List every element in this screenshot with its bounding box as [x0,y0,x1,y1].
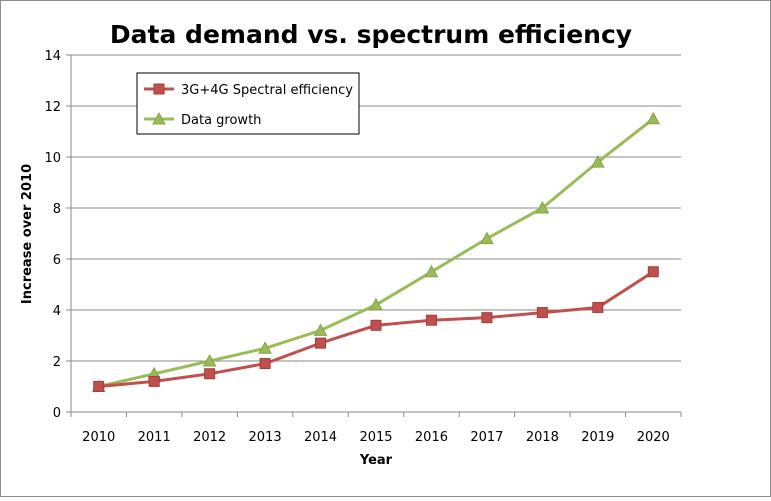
data-point-triangle [646,111,661,125]
data-point-triangle [480,231,494,245]
series-group [91,111,661,392]
y-tick-label: 4 [53,304,61,319]
x-tick-label: 2020 [637,430,670,445]
data-point-square [370,319,382,331]
x-tick-label: 2010 [82,430,115,445]
x-tick-label: 2016 [415,430,448,445]
y-tick-label: 6 [53,253,61,268]
y-tick-label: 2 [53,355,61,370]
data-point-square [315,337,327,349]
y-axis-label: Increase over 2010 [20,164,35,304]
y-tick-label: 12 [44,100,61,115]
y-tick-labels: 0 2 4 6 8 10 12 14 [44,49,61,421]
x-tick-label: 2014 [304,430,337,445]
y-tick-label: 10 [44,151,61,166]
data-point-square [148,375,160,387]
legend-box [136,72,360,135]
y-tick-label: 14 [44,49,61,64]
x-axis-label: Year [359,453,393,468]
data-point-square [93,381,105,392]
x-tick-label: 2011 [138,430,171,445]
x-tick-label: 2019 [581,430,614,445]
y-tick-label: 8 [53,202,61,217]
series-line [98,117,655,388]
legend-label: 3G+4G Spectral efficiency [181,83,353,98]
data-point-square [259,358,271,370]
legend-marker-square [153,83,165,95]
data-point-square [425,314,437,326]
x-tick-label: 2013 [249,430,282,445]
x-tick-label: 2012 [193,430,226,445]
data-point-triangle [313,323,328,336]
data-point-triangle [590,155,605,168]
legend-marker-triangle [152,111,166,125]
data-point-square [536,307,548,319]
x-tick-labels: 2010 2011 2012 2013 2014 2015 2016 2017 2018 2019… [82,430,670,445]
axes [66,54,682,417]
x-tick-label: 2017 [470,430,503,445]
legend-label: Data growth [181,113,261,128]
x-tick-label: 2018 [526,430,559,445]
chart-title: Data demand vs. spectrum efficiency [110,20,632,49]
data-point-square [481,312,493,324]
legend: 3G+4G Spectral efficiency Data growth [136,72,360,135]
y-tick-label: 0 [53,406,61,421]
data-point-triangle [535,200,550,214]
data-point-triangle [369,297,383,311]
x-tick-label: 2015 [359,430,392,445]
data-point-triangle [424,264,439,278]
data-point-triangle [202,353,217,367]
data-point-square [204,368,216,380]
data-point-square [592,301,604,313]
legend-items: 3G+4G Spectral efficiency Data growth [144,83,353,128]
data-point-triangle [258,341,272,354]
data-point-square [647,266,659,278]
